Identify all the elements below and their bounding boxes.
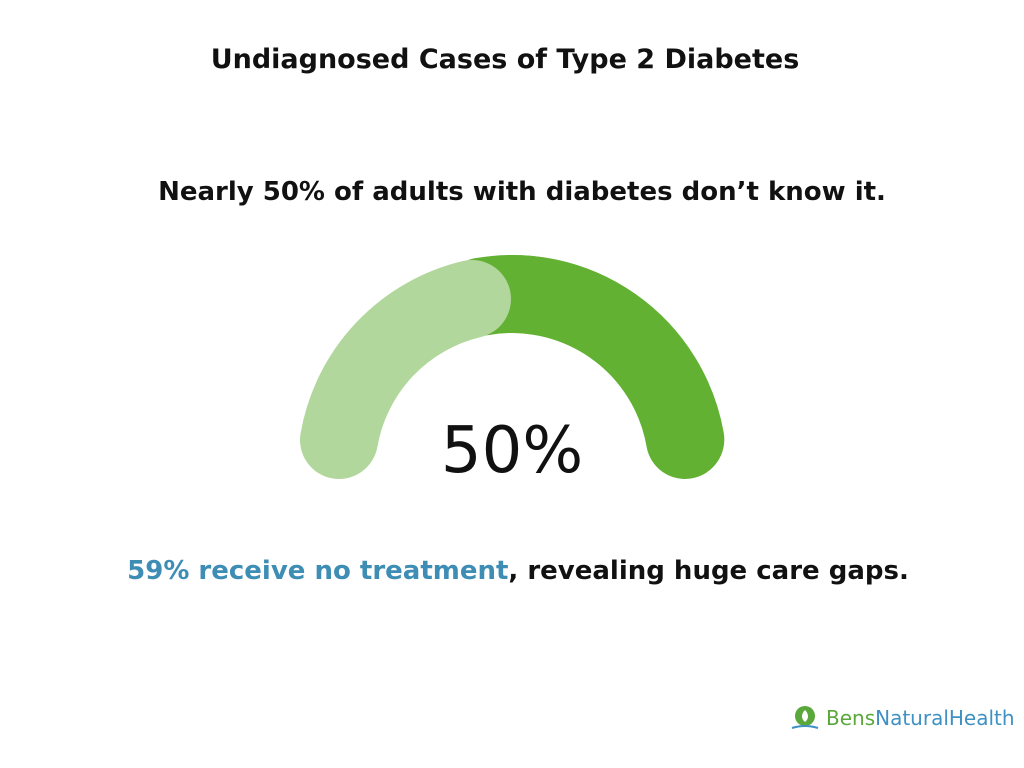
gauge-value: 50%	[440, 414, 584, 488]
annotation: 59% receive no treatment, revealing huge…	[0, 556, 1024, 586]
leaf-icon	[791, 706, 819, 729]
gauge-filled-arc	[300, 260, 511, 479]
annotation-highlight: 59% receive no treatment	[127, 556, 509, 586]
annotation-rest: , revealing huge care gaps.	[508, 556, 909, 586]
brand-logo: BensNaturalHealth	[790, 705, 1015, 731]
chart-title: Undiagnosed Cases of Type 2 Diabetes	[210, 44, 800, 75]
gauge-remaining-arc-end	[473, 255, 724, 479]
chart-subtitle: Nearly 50% of adults with diabetes don’t…	[158, 177, 886, 207]
logo-text-part2: NaturalHealth	[875, 706, 1015, 730]
logo-text-part1: Bens	[826, 706, 876, 730]
